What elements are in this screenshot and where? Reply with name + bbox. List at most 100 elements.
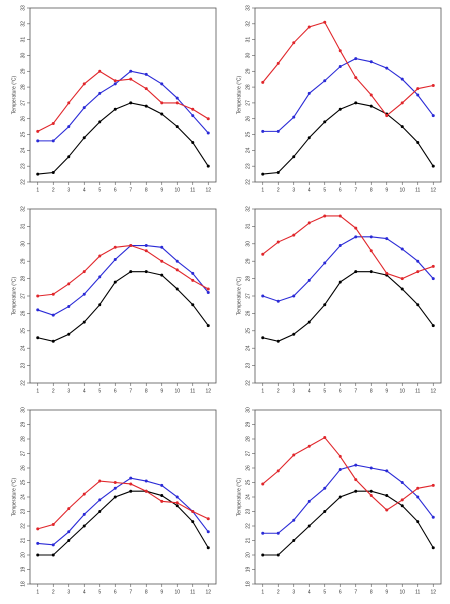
- point: [113, 280, 117, 284]
- y-axis-label: Temperature (°C): [11, 477, 17, 516]
- point: [354, 478, 358, 482]
- y-tick-label: 23: [20, 509, 26, 515]
- point: [113, 82, 117, 86]
- x-tick-label: 10: [174, 388, 180, 394]
- y-axis-label: Temperature (°C): [236, 477, 242, 516]
- series-line: [37, 271, 209, 342]
- point: [113, 495, 117, 499]
- y-tick-label: 28: [245, 84, 251, 90]
- y-tick-label: 30: [245, 407, 251, 413]
- point: [175, 495, 179, 499]
- y-tick-label: 32: [245, 206, 251, 212]
- point: [261, 294, 265, 298]
- point: [385, 66, 389, 70]
- y-tick-label: 26: [245, 116, 251, 122]
- x-tick-label: 5: [323, 388, 326, 394]
- series-line: [262, 236, 434, 302]
- point: [276, 171, 280, 175]
- point: [400, 77, 404, 81]
- y-tick-label: 25: [245, 132, 251, 138]
- x-tick-label: 10: [174, 589, 180, 595]
- x-tick-label: 12: [205, 187, 211, 193]
- point: [261, 531, 265, 535]
- point: [160, 483, 164, 487]
- x-tick-label: 11: [415, 589, 420, 595]
- y-tick-label: 25: [245, 328, 251, 334]
- x-tick-label: 4: [308, 589, 311, 595]
- point: [51, 171, 55, 175]
- series-line: [262, 58, 434, 132]
- point: [369, 249, 373, 253]
- point: [276, 240, 280, 244]
- point: [307, 25, 311, 29]
- point: [276, 61, 280, 65]
- x-tick-label: 2: [52, 187, 55, 193]
- x-tick-label: 8: [370, 589, 373, 595]
- y-tick-label: 30: [20, 407, 26, 413]
- y-tick-label: 22: [245, 380, 251, 386]
- x-tick-label: 4: [83, 187, 86, 193]
- x-tick-label: 7: [129, 589, 132, 595]
- point: [323, 79, 327, 83]
- point: [98, 275, 102, 279]
- x-tick-label: 12: [430, 589, 436, 595]
- point: [98, 479, 102, 483]
- x-tick-label: 11: [190, 388, 195, 394]
- point: [51, 292, 55, 296]
- point: [261, 172, 265, 176]
- point: [129, 77, 133, 81]
- y-tick-label: 24: [245, 345, 251, 351]
- point: [338, 65, 342, 69]
- point: [206, 164, 210, 168]
- point: [292, 41, 296, 45]
- point: [416, 486, 420, 490]
- point: [144, 87, 148, 91]
- point: [82, 320, 86, 324]
- y-tick-label: 25: [20, 328, 26, 334]
- x-tick-label: 7: [354, 388, 357, 394]
- point: [160, 494, 164, 498]
- plot-frame: [254, 208, 442, 384]
- point: [276, 339, 280, 343]
- point: [206, 291, 210, 295]
- point: [82, 492, 86, 496]
- point: [416, 140, 420, 144]
- y-tick-label: 28: [20, 436, 26, 442]
- point: [354, 463, 358, 467]
- point: [307, 221, 311, 225]
- point: [36, 336, 40, 340]
- plot-frame: [29, 208, 217, 384]
- plot-frame: [29, 7, 217, 183]
- point: [98, 120, 102, 124]
- x-tick-label: 5: [98, 187, 101, 193]
- point: [385, 237, 389, 241]
- point: [431, 324, 435, 328]
- y-tick-label: 18: [245, 581, 251, 587]
- y-tick-label: 28: [20, 276, 26, 282]
- x-tick-label: 7: [354, 187, 357, 193]
- point: [400, 498, 404, 502]
- y-tick-label: 20: [245, 552, 251, 558]
- x-tick-label: 1: [261, 187, 264, 193]
- y-tick-label: 25: [245, 480, 251, 486]
- point: [67, 101, 71, 105]
- point: [206, 546, 210, 550]
- point: [307, 278, 311, 282]
- point: [400, 287, 404, 291]
- series-line: [262, 490, 434, 556]
- point: [292, 332, 296, 336]
- point: [82, 270, 86, 274]
- x-tick-label: 6: [114, 388, 117, 394]
- point: [175, 101, 179, 105]
- y-tick-label: 30: [20, 241, 26, 247]
- point: [369, 93, 373, 97]
- x-tick-label: 2: [277, 388, 280, 394]
- y-tick-label: 27: [245, 451, 251, 457]
- point: [51, 139, 55, 143]
- point: [206, 324, 210, 328]
- x-tick-label: 8: [145, 187, 148, 193]
- x-tick-label: 12: [430, 187, 436, 193]
- point: [144, 479, 148, 483]
- x-tick-label: 4: [308, 388, 311, 394]
- point: [307, 444, 311, 448]
